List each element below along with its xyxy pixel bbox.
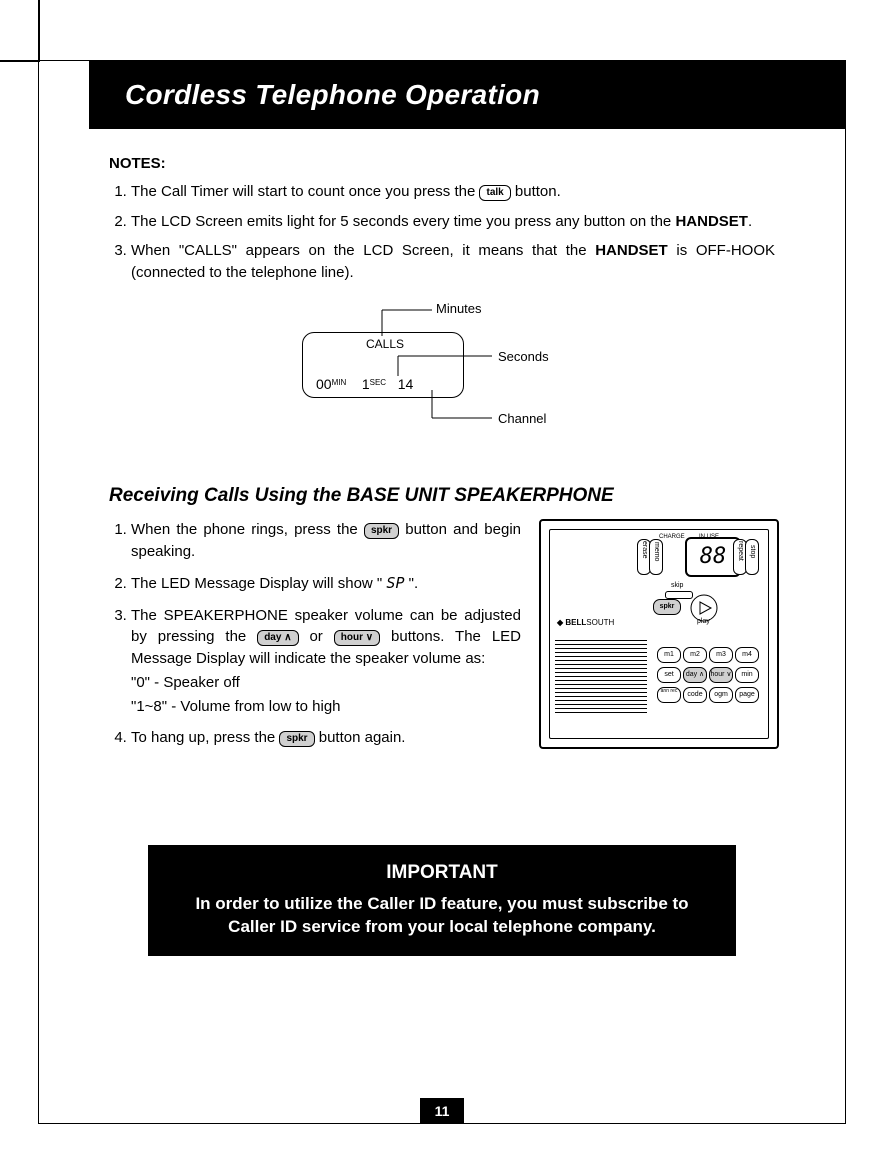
min-button: min <box>735 667 759 683</box>
important-body: In order to utilize the Caller ID featur… <box>172 893 712 939</box>
note-3-bold: HANDSET <box>595 242 668 259</box>
m2-button: m2 <box>683 647 707 663</box>
logo-bell: BELL <box>565 618 586 627</box>
step-4-post: button again. <box>319 729 406 746</box>
step-4: To hang up, press the spkr button again. <box>131 727 521 749</box>
m1-button: m1 <box>657 647 681 663</box>
skip-label: skip <box>671 581 683 591</box>
page-button: page <box>735 687 759 703</box>
note-3: When "CALLS" appears on the LCD Screen, … <box>131 240 775 284</box>
logo-south: SOUTH <box>586 618 614 627</box>
base-unit-illustration: CHARGE IN USE 88 erase memo repeat stop … <box>539 519 775 759</box>
memo-label: memo <box>651 542 661 561</box>
repeat-label: repeat <box>735 541 745 561</box>
hour-down-button-icon: hour ∨ <box>334 630 380 646</box>
page-number: 11 <box>420 1098 464 1124</box>
note-2-post: . <box>748 213 752 230</box>
page-title: Cordless Telephone Operation <box>125 79 540 111</box>
note-3-pre: When "CALLS" appears on the LCD Screen, … <box>131 242 595 259</box>
speaker-grille <box>555 639 647 713</box>
annrec-button: ann rec <box>657 687 681 703</box>
set-button: set <box>657 667 681 683</box>
crop-mark-vertical <box>38 0 40 62</box>
step-3-q1: "1~8" - Volume from low to high <box>131 696 521 718</box>
step-3-q0: "0" - Speaker off <box>131 672 521 694</box>
step-2-pre: The LED Message Display will show " <box>131 575 386 592</box>
code-button: code <box>683 687 707 703</box>
step-1: When the phone rings, press the spkr but… <box>131 519 521 563</box>
instructions-column: When the phone rings, press the spkr but… <box>109 519 521 759</box>
day-button: day ∧ <box>683 667 707 683</box>
note-1-post: button. <box>515 183 561 200</box>
page: Cordless Telephone Operation NOTES: The … <box>0 0 884 1162</box>
charge-label: CHARGE <box>659 533 685 542</box>
content: NOTES: The Call Timer will start to coun… <box>109 147 775 1063</box>
label-seconds: Seconds <box>498 348 549 367</box>
bellsouth-logo: ◆ BELLSOUTH <box>557 617 614 629</box>
base-unit: CHARGE IN USE 88 erase memo repeat stop … <box>539 519 779 749</box>
step-4-pre: To hang up, press the <box>131 729 279 746</box>
notes-list: The Call Timer will start to count once … <box>109 181 775 284</box>
m4-button: m4 <box>735 647 759 663</box>
day-up-button-icon: day ∧ <box>257 630 298 646</box>
important-title: IMPORTANT <box>172 859 712 887</box>
crop-mark-horizontal <box>0 60 40 62</box>
step-2: The LED Message Display will show " SP "… <box>131 573 521 595</box>
step-2-post: ". <box>404 575 418 592</box>
spkr-button-icon-2: spkr <box>279 731 314 747</box>
two-column-layout: When the phone rings, press the spkr but… <box>109 519 775 759</box>
step-1-pre: When the phone rings, press the <box>131 521 364 538</box>
lcd-diagram: CALLS 00MIN 1SEC 14 Minutes Seconds Cha <box>282 296 602 436</box>
ogm-button: ogm <box>709 687 733 703</box>
spkr-button-icon: spkr <box>364 523 399 539</box>
note-2-bold: HANDSET <box>675 213 748 230</box>
important-box: IMPORTANT In order to utilize the Caller… <box>148 845 736 956</box>
hour-button: hour ∨ <box>709 667 733 683</box>
talk-button-icon: talk <box>479 185 510 201</box>
note-2: The LCD Screen emits light for 5 seconds… <box>131 211 775 233</box>
erase-label: erase <box>639 541 649 559</box>
section-heading: Receiving Calls Using the BASE UNIT SPEA… <box>109 482 775 510</box>
step-2-seg: SP <box>386 574 404 592</box>
base-spkr-button: spkr <box>653 599 681 615</box>
play-label: play <box>697 617 710 627</box>
note-1-pre: The Call Timer will start to count once … <box>131 183 479 200</box>
notes-heading: NOTES: <box>109 153 775 175</box>
title-bar: Cordless Telephone Operation <box>89 61 845 129</box>
label-channel: Channel <box>498 410 546 429</box>
m3-button: m3 <box>709 647 733 663</box>
note-2-pre: The LCD Screen emits light for 5 seconds… <box>131 213 675 230</box>
page-frame: Cordless Telephone Operation NOTES: The … <box>38 60 846 1124</box>
label-minutes: Minutes <box>436 300 482 319</box>
step-3-mid: or <box>309 628 333 645</box>
note-1: The Call Timer will start to count once … <box>131 181 775 203</box>
step-3: The SPEAKERPHONE speaker volume can be a… <box>131 605 521 718</box>
stop-label: stop <box>747 545 757 558</box>
